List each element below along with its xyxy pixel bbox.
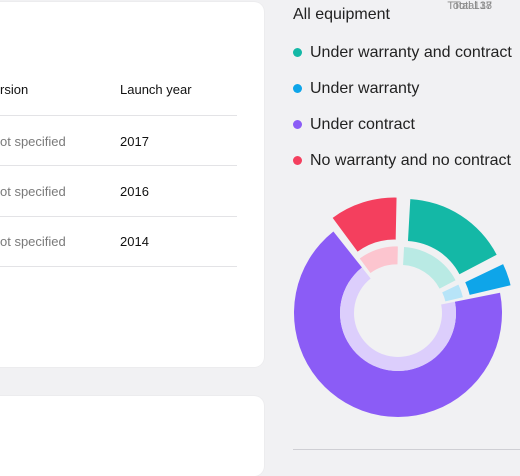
legend-item-contract[interactable]: Under contract bbox=[293, 116, 512, 152]
legend-dot bbox=[293, 84, 302, 93]
column-header-launch-year[interactable]: Launch year bbox=[120, 82, 192, 97]
legend-label: Under warranty bbox=[310, 80, 420, 97]
second-card bbox=[0, 396, 264, 476]
launch-year-cell: 2017 bbox=[120, 134, 149, 149]
legend-item-no-warranty-no-contract[interactable]: No warranty and no contract bbox=[293, 152, 512, 188]
legend-dot bbox=[293, 156, 302, 165]
column-header-version[interactable]: rsion bbox=[0, 82, 29, 97]
version-cell: ot specified bbox=[0, 234, 66, 249]
equipment-donut-chart bbox=[294, 197, 511, 417]
donut-slice-3[interactable] bbox=[332, 197, 397, 252]
version-cell: ot specified bbox=[0, 134, 66, 149]
donut-slice-1[interactable] bbox=[465, 264, 511, 295]
header-divider bbox=[0, 115, 237, 116]
legend-dot bbox=[293, 48, 302, 57]
donut-slice-2[interactable] bbox=[294, 231, 502, 417]
version-cell: ot specified bbox=[0, 184, 66, 199]
panel-divider bbox=[293, 449, 520, 450]
chart-legend: Under warranty and contract Under warran… bbox=[293, 44, 512, 188]
table-total: Total 138 bbox=[447, 0, 492, 12]
row-divider bbox=[0, 216, 237, 217]
legend-label: No warranty and no contract bbox=[310, 152, 511, 169]
donut-slice-0[interactable] bbox=[407, 199, 497, 275]
row-divider bbox=[0, 266, 237, 267]
donut-slice-inner-3 bbox=[359, 246, 398, 274]
equipment-table-card bbox=[0, 2, 264, 367]
donut-slice-inner-0 bbox=[403, 247, 456, 289]
legend-dot bbox=[293, 120, 302, 129]
launch-year-cell: 2014 bbox=[120, 234, 149, 249]
legend-item-warranty[interactable]: Under warranty bbox=[293, 80, 512, 116]
legend-label: Under warranty and contract bbox=[310, 44, 512, 61]
legend-item-warranty-contract[interactable]: Under warranty and contract bbox=[293, 44, 512, 80]
legend-label: Under contract bbox=[310, 116, 415, 133]
second-card-total: Total 17 bbox=[453, 0, 492, 12]
launch-year-cell: 2016 bbox=[120, 184, 149, 199]
donut-slice-inner-1 bbox=[442, 284, 463, 302]
row-divider bbox=[0, 165, 237, 166]
equipment-title: All equipment bbox=[293, 6, 390, 23]
